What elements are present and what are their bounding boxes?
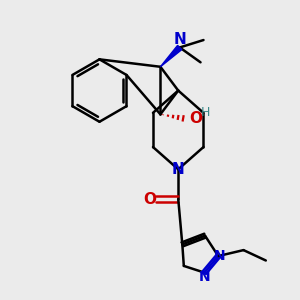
Text: N: N (214, 249, 226, 263)
Text: O: O (189, 111, 202, 126)
Text: N: N (173, 32, 186, 47)
Text: H: H (200, 106, 210, 119)
Text: N: N (172, 162, 184, 177)
Text: O: O (143, 191, 157, 206)
Text: N: N (199, 270, 210, 284)
Polygon shape (160, 45, 182, 67)
